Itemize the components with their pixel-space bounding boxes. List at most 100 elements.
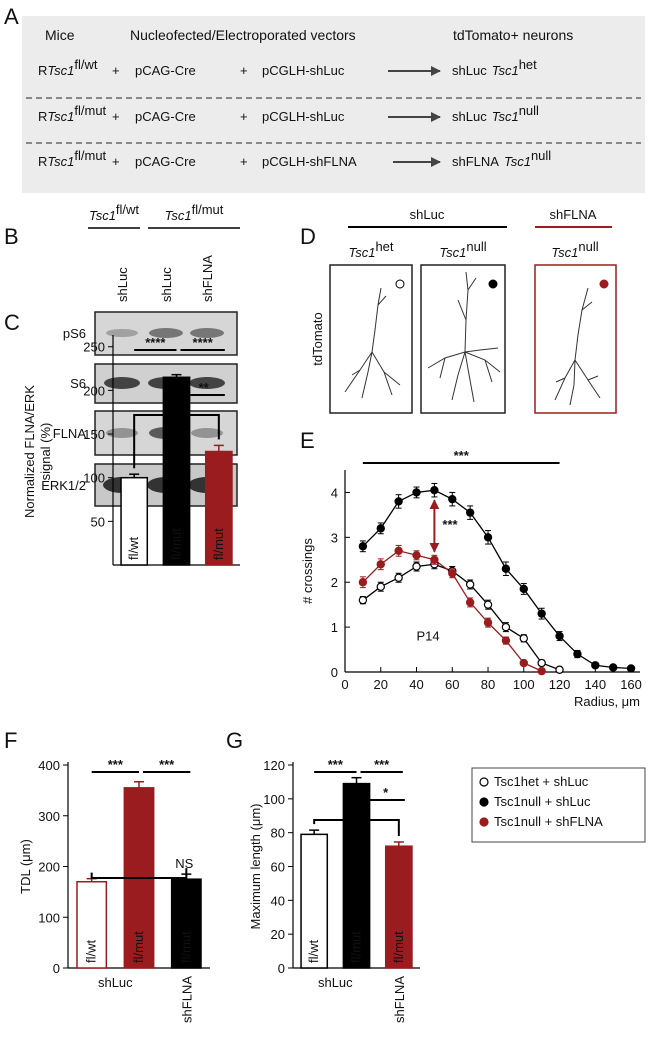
y-axis-label: Maximum length (μm): [248, 804, 263, 930]
data-point: [465, 508, 475, 517]
bar-label: fl/wt: [306, 940, 321, 964]
panel-label: A: [4, 4, 19, 29]
label-text: shFLNA: [452, 154, 499, 169]
group-label: shLuc: [410, 207, 445, 222]
data-point: [358, 595, 368, 605]
data-point: [519, 584, 528, 594]
superscript: het: [519, 57, 537, 72]
row-label: FLNA: [53, 426, 87, 441]
y-tick-label: 200: [83, 383, 105, 398]
label-text: Tsc1: [47, 109, 74, 124]
x-tick-label: 160: [620, 677, 642, 692]
bar-label: fl/mut: [211, 528, 226, 560]
data-point: [394, 546, 403, 556]
superscript: fl/mut: [192, 202, 224, 217]
neuron-drawing: [329, 264, 617, 414]
superscript: het: [375, 239, 393, 254]
vector-text: pCGLH-shLuc: [262, 109, 345, 124]
data-point: [608, 663, 618, 672]
bracket: [133, 414, 220, 469]
label-text: R: [38, 154, 47, 169]
label-group: shFLNA Tsc1 null: [452, 148, 551, 169]
label-group: shLuc Tsc1 null: [452, 103, 539, 124]
label-text: Tsc1: [47, 63, 74, 78]
significance-label: NS: [175, 856, 193, 871]
superscript: null: [466, 239, 486, 254]
label-text: Tsc1: [89, 208, 116, 223]
label-group: shLuc Tsc1 het: [452, 57, 537, 78]
y-tick-label: 0: [53, 961, 60, 976]
y-tick-label: 400: [38, 758, 60, 773]
data-point: [555, 631, 564, 641]
bar-label: fl/mut: [391, 931, 406, 963]
group-label: shLuc: [318, 975, 353, 990]
data-point: [412, 562, 421, 571]
label-group: R Tsc1 fl/wt: [38, 57, 98, 78]
y-tick-label: 60: [271, 860, 285, 875]
label-text: Tsc1: [439, 245, 466, 260]
data-point: [483, 618, 493, 627]
data-point: [483, 600, 493, 609]
data-point: [573, 649, 582, 659]
panel-label: B: [4, 224, 19, 249]
panel-label: G: [226, 728, 243, 753]
data-point: [537, 609, 546, 618]
significance-label: ****: [145, 335, 166, 350]
data-point: [626, 664, 636, 673]
label-text: Tsc1: [492, 109, 519, 124]
significance-label: ***: [454, 448, 470, 463]
data-point: [358, 578, 368, 587]
superscript: fl/wt: [116, 202, 140, 217]
label-text: Tsc1: [165, 208, 192, 223]
data-point: [501, 622, 511, 632]
label-text: Tsc1: [47, 154, 74, 169]
data-point: [483, 533, 493, 542]
legend-label: Tsc1null + shFLNA: [494, 814, 603, 829]
y-tick-label: 0: [278, 961, 285, 976]
label-group: Tsc1 null: [439, 239, 486, 260]
label-text: Tsc1: [492, 63, 519, 78]
data-point: [537, 666, 546, 676]
column-header: tdTomato+ neurons: [453, 27, 573, 43]
lane-label: shFLNA: [200, 255, 215, 302]
y-axis-label: Normalized FLNA/ERK: [22, 385, 37, 518]
significance-label: ***: [108, 757, 124, 772]
superscript: fl/wt: [74, 57, 98, 72]
vector-text: +: [112, 109, 120, 124]
significance-label: *: [383, 785, 389, 800]
label-text: Tsc1: [551, 245, 578, 260]
legend-label: Tsc1null + shLuc: [494, 794, 591, 809]
y-tick-label: 1: [331, 620, 338, 635]
data-point: [501, 636, 511, 645]
bar: [120, 476, 149, 566]
panel-label: F: [4, 728, 17, 753]
y-tick-label: 120: [263, 758, 285, 773]
row-label: ERK1/2: [41, 478, 86, 493]
data-point: [448, 494, 457, 504]
label-group: R Tsc1 fl/mut: [38, 103, 107, 124]
vector-text: pCGLH-shFLNA: [262, 154, 357, 169]
y-tick-label: 0: [331, 665, 338, 680]
y-tick-label: 80: [271, 826, 285, 841]
data-point: [430, 555, 439, 564]
data-point: [501, 564, 511, 573]
legend-box: [471, 767, 646, 843]
significance-label: ***: [442, 517, 458, 532]
group-label: shFLNA: [392, 976, 407, 1023]
group-label: shLuc: [98, 975, 133, 990]
column-header: Nucleofected/Electroporated vectors: [130, 27, 356, 43]
data-point: [376, 582, 385, 591]
label-text: shLuc: [452, 109, 487, 124]
significance-label: ***: [159, 757, 175, 772]
panel-label: E: [300, 428, 315, 453]
y-tick-label: 2: [331, 575, 338, 590]
superscript: null: [531, 148, 551, 163]
vector-text: +: [240, 63, 248, 78]
vector-text: +: [112, 63, 120, 78]
vector-text: +: [240, 109, 248, 124]
data-point: [537, 658, 546, 668]
superscript: null: [578, 239, 598, 254]
x-tick-label: 140: [584, 677, 606, 692]
series-line: [362, 489, 632, 670]
bar: [300, 833, 329, 969]
